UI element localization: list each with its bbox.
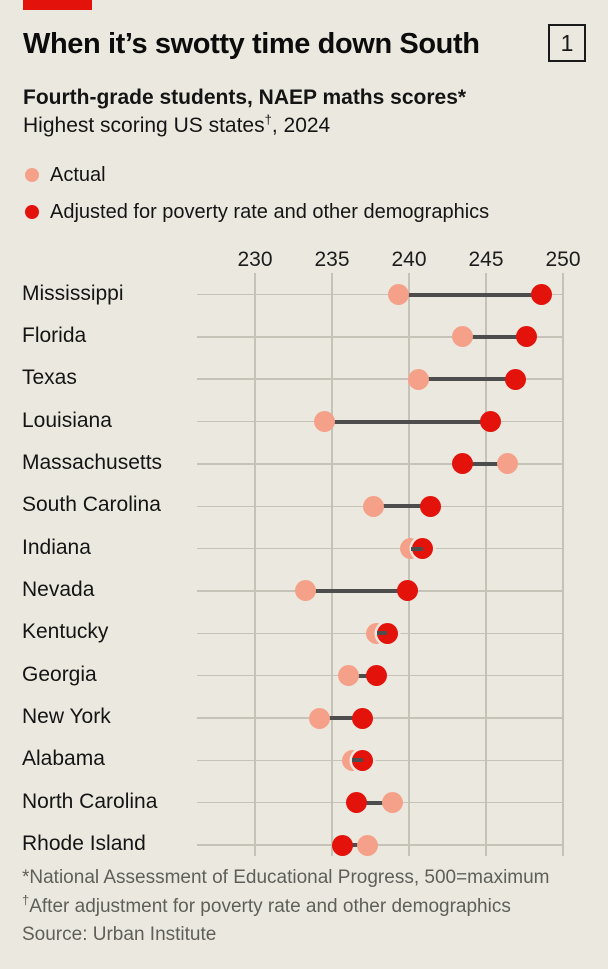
state-label: Massachusetts bbox=[22, 450, 163, 474]
footnotes: *National Assessment of Educational Prog… bbox=[22, 864, 597, 950]
dumbbell-connector bbox=[462, 334, 527, 339]
dot-adjusted bbox=[346, 792, 368, 814]
state-label: North Carolina bbox=[22, 789, 158, 813]
dumbbell-connector bbox=[356, 800, 393, 805]
subtitle-line2-post: , 2024 bbox=[271, 114, 331, 137]
row-gridline bbox=[197, 759, 563, 762]
dot-adjusted bbox=[366, 665, 388, 687]
dumbbell-connector bbox=[418, 377, 516, 382]
dot-adjusted bbox=[412, 538, 434, 560]
dot-adjusted bbox=[332, 834, 354, 856]
dumbbell-connector bbox=[342, 843, 368, 848]
subtitle-line2-pre: Highest scoring US states bbox=[23, 114, 265, 137]
legend-dot-adjusted bbox=[25, 205, 39, 219]
brand-red-bar bbox=[23, 0, 92, 10]
dumbbell-connector bbox=[462, 461, 508, 466]
state-label: Nevada bbox=[22, 577, 95, 601]
state-label: Alabama bbox=[22, 747, 105, 771]
row-gridline bbox=[197, 463, 563, 465]
page-title: When it’s swotty time down South bbox=[23, 28, 480, 60]
dot-actual bbox=[407, 368, 429, 390]
dot-actual bbox=[313, 411, 335, 433]
grid-vline bbox=[485, 273, 487, 856]
row-gridline bbox=[197, 717, 563, 719]
dot-adjusted bbox=[515, 326, 537, 348]
legend-item-adjusted: Adjusted for poverty rate and other demo… bbox=[25, 201, 489, 223]
dot-actual bbox=[387, 284, 409, 305]
dot-actual bbox=[338, 665, 360, 687]
axis-tick-label: 230 bbox=[237, 248, 273, 271]
dot-actual bbox=[309, 707, 331, 729]
chart-subtitle-line2: Highest scoring US states†, 2024 bbox=[23, 112, 331, 138]
axis-tick-label: 250 bbox=[545, 248, 581, 271]
row-gridline bbox=[197, 336, 563, 338]
grid-vline bbox=[408, 273, 410, 856]
dot-actual bbox=[295, 580, 317, 602]
figure-number-badge: 1 bbox=[548, 24, 586, 62]
dot-adjusted bbox=[376, 622, 398, 644]
dot-adjusted bbox=[420, 495, 442, 517]
row-gridline bbox=[197, 378, 563, 380]
dot-actual bbox=[381, 792, 403, 814]
dumbbell-connector bbox=[352, 758, 363, 763]
dumbbell-connector bbox=[305, 588, 408, 593]
legend-dot-actual bbox=[25, 168, 39, 182]
state-label: Georgia bbox=[22, 662, 97, 686]
grid-vline bbox=[254, 273, 256, 856]
dot-actual bbox=[363, 495, 385, 517]
state-label: Kentucky bbox=[22, 620, 109, 644]
dumbbell-connector bbox=[373, 504, 431, 509]
source-line: Source: Urban Institute bbox=[22, 924, 217, 945]
legend-item-actual: Actual bbox=[25, 164, 106, 186]
row-gridline bbox=[197, 293, 563, 296]
footnote-adjustment: †After adjustment for poverty rate and o… bbox=[22, 892, 511, 917]
dot-actual bbox=[356, 834, 378, 856]
state-label: Indiana bbox=[22, 535, 91, 559]
dot-adjusted bbox=[452, 453, 474, 475]
dot-adjusted bbox=[352, 707, 374, 729]
footnote-definition: *National Assessment of Educational Prog… bbox=[22, 867, 550, 888]
dot-adjusted bbox=[352, 749, 374, 771]
axis-tick-label: 235 bbox=[314, 248, 350, 271]
dot-adjusted bbox=[480, 411, 502, 433]
legend-label-adjusted: Adjusted for poverty rate and other demo… bbox=[50, 200, 490, 223]
dumbbell-connector bbox=[410, 546, 423, 551]
state-label: New York bbox=[22, 705, 111, 728]
grid-vline bbox=[331, 273, 333, 856]
row-gridline bbox=[197, 844, 563, 846]
state-label: Florida bbox=[22, 323, 87, 347]
legend-label-actual: Actual bbox=[50, 163, 106, 186]
state-label: South Carolina bbox=[22, 493, 161, 517]
state-label: Mississippi bbox=[22, 281, 124, 305]
dot-adjusted bbox=[504, 368, 526, 390]
axis-tick-label: 240 bbox=[391, 248, 427, 271]
dumbbell-connector bbox=[398, 292, 542, 297]
dot-actual bbox=[497, 453, 519, 475]
axis-tick-label: 245 bbox=[468, 248, 504, 271]
state-label: Louisiana bbox=[22, 408, 112, 432]
figure-number: 1 bbox=[560, 29, 574, 56]
dagger-symbol: † bbox=[22, 892, 30, 908]
dumbbell-connector bbox=[348, 673, 377, 678]
dagger-symbol: † bbox=[264, 112, 272, 127]
state-label: Rhode Island bbox=[22, 832, 146, 856]
dot-adjusted bbox=[396, 580, 418, 602]
grid-vline bbox=[562, 273, 564, 856]
dumbbell-connector bbox=[319, 716, 363, 720]
dumbbell-connector bbox=[376, 631, 388, 636]
state-label: Texas bbox=[22, 366, 77, 390]
dumbbell-connector bbox=[324, 419, 491, 424]
dot-actual bbox=[452, 326, 474, 348]
chart-subtitle: Fourth-grade students, NAEP maths scores… bbox=[23, 86, 467, 109]
row-gridline bbox=[197, 547, 563, 550]
dot-adjusted bbox=[530, 284, 552, 305]
